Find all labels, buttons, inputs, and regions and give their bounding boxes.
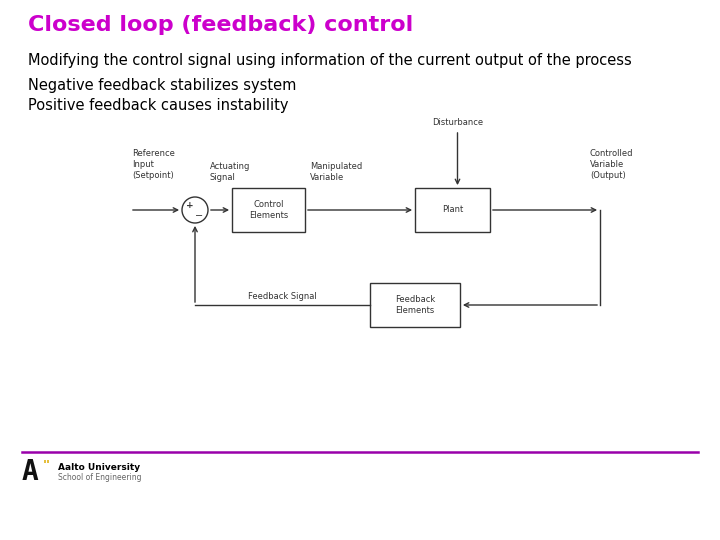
Text: Closed loop (feedback) control: Closed loop (feedback) control bbox=[28, 15, 413, 35]
Text: School of Engineering: School of Engineering bbox=[58, 473, 142, 482]
Text: −: − bbox=[195, 211, 203, 221]
Text: +: + bbox=[186, 201, 194, 211]
Text: '': '' bbox=[43, 459, 51, 472]
Text: Negative feedback stabilizes system: Negative feedback stabilizes system bbox=[28, 78, 297, 93]
Text: Aalto University: Aalto University bbox=[58, 463, 140, 472]
Text: Plant: Plant bbox=[442, 206, 463, 214]
Text: Modifying the control signal using information of the current output of the proc: Modifying the control signal using infor… bbox=[28, 53, 631, 68]
Text: Feedback Signal: Feedback Signal bbox=[248, 292, 317, 301]
Text: Disturbance: Disturbance bbox=[432, 118, 483, 127]
Text: Manipulated
Variable: Manipulated Variable bbox=[310, 162, 362, 182]
Text: Actuating
Signal: Actuating Signal bbox=[210, 162, 251, 182]
Text: Positive feedback causes instability: Positive feedback causes instability bbox=[28, 98, 289, 113]
Text: Feedback
Elements: Feedback Elements bbox=[395, 295, 435, 315]
Text: Controlled
Variable
(Output): Controlled Variable (Output) bbox=[590, 149, 634, 180]
Bar bbox=[415, 188, 490, 232]
Text: Reference
Input
(Setpoint): Reference Input (Setpoint) bbox=[132, 149, 175, 180]
Text: Control
Elements: Control Elements bbox=[249, 200, 288, 220]
Bar bbox=[232, 188, 305, 232]
Bar bbox=[370, 283, 460, 327]
Text: A: A bbox=[22, 458, 39, 486]
